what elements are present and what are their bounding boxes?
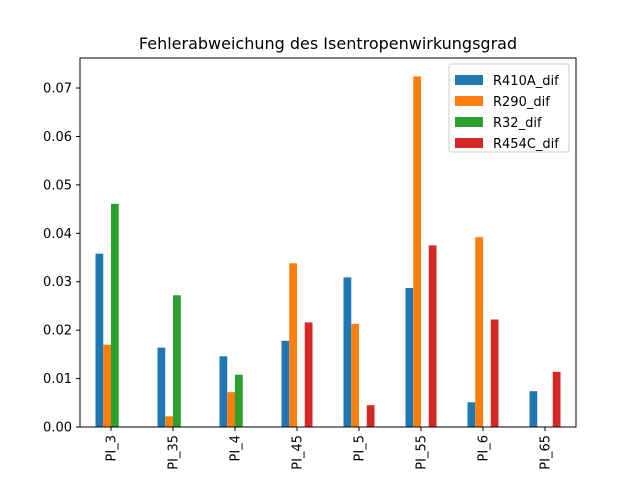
y-tick-label: 0.05 <box>43 178 72 193</box>
x-tick-label: PI_35 <box>167 435 182 470</box>
bar-R32_dif-PI_3 <box>111 203 119 427</box>
bar-R454C_dif-PI_6 <box>490 319 499 427</box>
x-tick-label: PI_5 <box>353 435 368 461</box>
bar-R454C_dif-PI_5 <box>366 405 375 427</box>
bar-R454C_dif-PI_55 <box>428 245 437 427</box>
y-tick-label: 0.04 <box>43 227 72 242</box>
x-tick-label: PI_45 <box>291 435 306 470</box>
bar-R290_dif-PI_5 <box>351 323 359 427</box>
chart-title: Fehlerabweichung des Isentropenwirkungsg… <box>139 34 517 53</box>
bar-R290_dif-PI_4 <box>227 392 235 427</box>
bar-R410A_dif-PI_55 <box>405 288 414 427</box>
bar-R410A_dif-PI_45 <box>281 340 290 427</box>
plot-frame <box>79 57 577 428</box>
y-tick-label: 0.02 <box>43 324 72 339</box>
legend-label-R32_dif: R32_dif <box>493 116 542 131</box>
y-tick-label: 0.00 <box>43 421 72 436</box>
bar-R290_dif-PI_35 <box>165 416 173 427</box>
legend-swatch-R32_dif <box>455 117 483 127</box>
legend-box <box>448 63 570 153</box>
bar-R410A_dif-PI_65 <box>529 391 538 427</box>
x-tick-label: PI_65 <box>539 435 554 470</box>
bar-R410A_dif-PI_6 <box>467 402 476 427</box>
y-tick-label: 0.07 <box>43 82 72 97</box>
x-tick-label: PI_3 <box>105 435 120 461</box>
bar-R410A_dif-PI_4 <box>219 356 228 427</box>
bar-R290_dif-PI_55 <box>413 76 421 428</box>
legend-label-R410A_dif: R410A_dif <box>493 74 559 89</box>
bar-R290_dif-PI_45 <box>289 263 297 427</box>
legend-label-R290_dif: R290_dif <box>493 95 550 110</box>
x-tick-label: PI_6 <box>477 435 492 461</box>
bar-R454C_dif-PI_45 <box>304 322 313 427</box>
bar-R290_dif-PI_6 <box>475 237 483 427</box>
legend-label-R454C_dif: R454C_dif <box>493 137 559 152</box>
axes-layer: 0.00 0.01 0.02 0.03 0.04 0.05 0.06 0.07 PI_3 PI_3… <box>43 57 577 470</box>
bar-R410A_dif-PI_3 <box>95 253 104 427</box>
bar-R32_dif-PI_35 <box>173 295 181 427</box>
x-tick-label: PI_4 <box>229 435 244 461</box>
bar-R410A_dif-PI_35 <box>157 347 166 427</box>
y-tick-label: 0.03 <box>43 275 72 290</box>
y-tick-label: 0.01 <box>43 372 72 387</box>
legend-swatch-R454C_dif <box>455 138 483 148</box>
bar-R32_dif-PI_4 <box>235 374 243 427</box>
bar-R454C_dif-PI_65 <box>552 371 561 427</box>
bars-layer <box>95 76 561 428</box>
bar-R290_dif-PI_3 <box>103 344 111 427</box>
legend-swatch-R290_dif <box>455 96 483 106</box>
x-tick-label: PI_55 <box>415 435 430 470</box>
legend-swatch-R410A_dif <box>455 75 483 85</box>
bar-R410A_dif-PI_5 <box>343 277 352 427</box>
y-tick-label: 0.06 <box>43 130 72 145</box>
legend: R410A_dif R290_dif R32_dif R454C_dif <box>448 63 570 153</box>
